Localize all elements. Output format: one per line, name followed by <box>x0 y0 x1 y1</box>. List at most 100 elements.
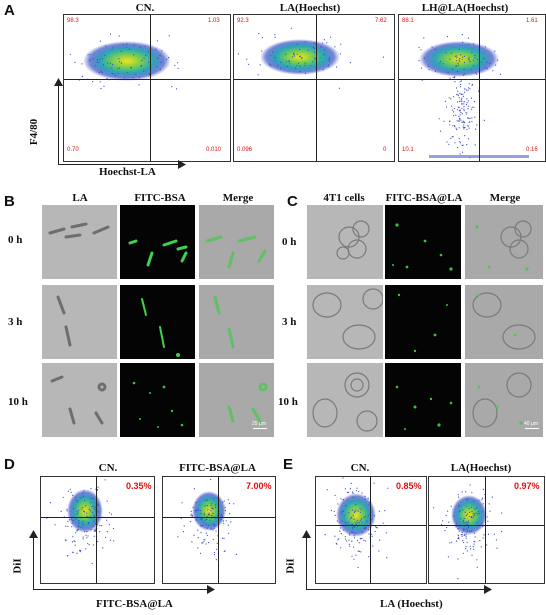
micrograph-merge <box>199 285 274 359</box>
event-dot <box>463 522 465 524</box>
event-dot <box>206 518 208 520</box>
event-dot <box>100 88 102 90</box>
x-axis-line <box>58 164 180 165</box>
event-dot <box>473 100 476 103</box>
event-dot <box>473 500 475 502</box>
event-dot <box>470 516 472 518</box>
event-dot <box>369 502 371 504</box>
event-dot <box>203 514 206 516</box>
event-dot <box>71 519 73 521</box>
event-dot <box>324 49 326 51</box>
event-dot <box>466 102 468 104</box>
event-dot <box>75 499 77 501</box>
event-dot <box>90 488 92 490</box>
event-dot <box>473 540 475 542</box>
event-dot <box>473 543 475 545</box>
event-dot <box>213 527 215 529</box>
event-dot <box>202 525 204 527</box>
event-dot <box>210 478 212 481</box>
micrograph-fluorescence <box>385 363 461 437</box>
event-dot <box>327 66 329 68</box>
event-dot <box>497 59 499 61</box>
event-dot <box>227 499 229 501</box>
event-dot <box>386 557 388 559</box>
event-dot <box>423 57 425 59</box>
event-dot <box>174 64 176 66</box>
event-dot <box>457 537 459 540</box>
event-dot <box>461 107 463 109</box>
event-dot <box>444 530 446 532</box>
event-dot <box>78 522 80 524</box>
event-dot <box>461 97 463 99</box>
event-dot <box>143 70 145 73</box>
event-dot <box>487 533 490 535</box>
event-dot <box>466 499 468 501</box>
event-dot <box>205 543 207 545</box>
event-dot <box>83 490 85 492</box>
event-dot <box>368 504 370 506</box>
event-dot <box>371 535 373 537</box>
event-dot <box>74 540 76 543</box>
event-dot <box>80 526 82 528</box>
event-dot <box>342 510 345 512</box>
event-dot <box>97 486 99 488</box>
event-dot <box>457 90 459 92</box>
event-dot <box>119 61 121 63</box>
event-dot <box>476 522 478 524</box>
event-dot <box>285 61 288 63</box>
event-dot <box>360 511 362 513</box>
event-dot <box>346 491 348 494</box>
event-dot <box>456 93 458 95</box>
density-cloud <box>177 478 238 561</box>
event-dot <box>233 503 235 505</box>
event-dot <box>464 135 466 137</box>
event-dot <box>500 73 502 75</box>
flow-plot-box <box>40 476 155 584</box>
event-dot <box>466 541 468 543</box>
event-dot <box>206 516 208 518</box>
event-dot <box>75 518 77 520</box>
event-dot <box>221 537 224 539</box>
event-dot <box>220 514 222 516</box>
event-dot <box>468 525 470 528</box>
event-dot <box>74 544 76 546</box>
event-dot <box>89 510 92 512</box>
event-dot <box>200 518 202 520</box>
event-dot <box>322 69 324 71</box>
event-dot <box>355 523 357 525</box>
event-dot <box>215 559 217 561</box>
event-dot <box>339 530 341 532</box>
event-dot <box>297 62 300 64</box>
event-dot <box>222 520 225 522</box>
event-dot <box>190 514 192 516</box>
event-dot <box>336 66 338 68</box>
event-dot <box>207 524 209 526</box>
event-dot <box>216 542 218 544</box>
event-dot <box>372 545 374 547</box>
event-dot <box>464 534 466 536</box>
event-dot <box>334 494 336 496</box>
event-dot <box>459 142 461 144</box>
event-dot <box>326 42 328 44</box>
event-dot <box>82 495 84 497</box>
event-dot <box>334 535 336 537</box>
event-dot <box>211 528 213 530</box>
event-dot <box>462 519 464 521</box>
micrograph-cells <box>307 285 383 359</box>
event-dot <box>177 536 179 538</box>
event-dot <box>474 536 476 538</box>
event-dot <box>71 541 73 543</box>
event-dot <box>203 521 205 523</box>
event-dot <box>326 489 328 491</box>
event-dot <box>108 524 110 526</box>
event-dot <box>338 87 340 89</box>
event-dot <box>93 529 95 531</box>
event-dot <box>454 81 456 83</box>
event-dot <box>336 520 338 522</box>
event-dot <box>328 64 330 66</box>
event-dot <box>78 519 80 522</box>
event-dot <box>471 121 473 123</box>
event-dot <box>216 514 219 516</box>
event-dot <box>462 151 464 153</box>
event-dot <box>352 531 354 533</box>
